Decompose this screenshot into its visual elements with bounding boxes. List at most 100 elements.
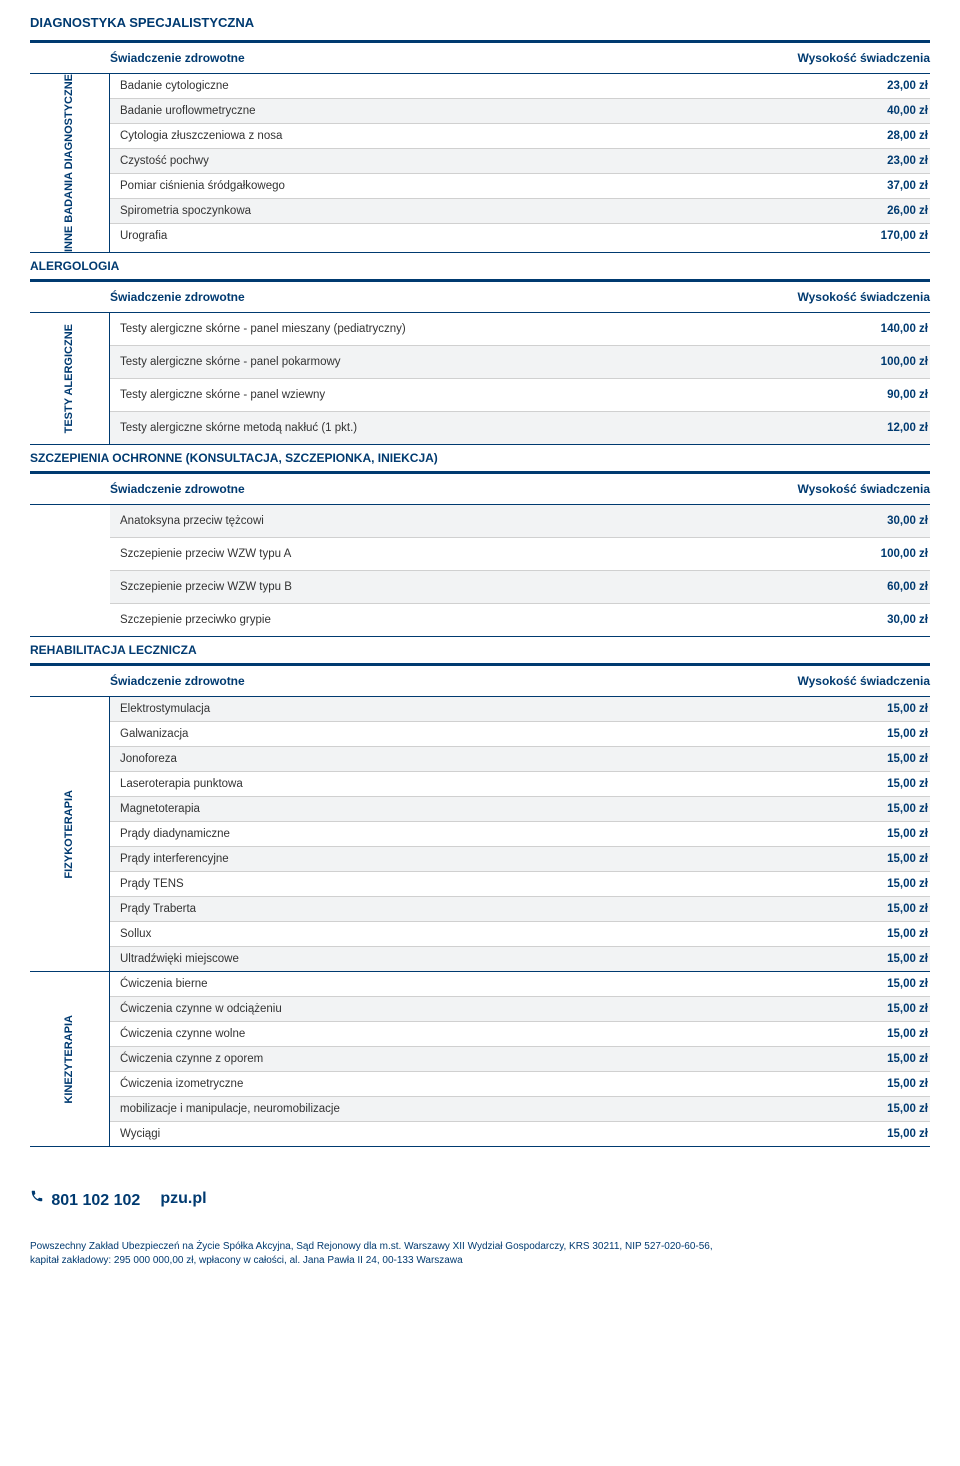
table-row: Prądy Traberta15,00 zł [110, 896, 930, 921]
table-row: Szczepienie przeciw WZW typu B60,00 zł [110, 570, 930, 603]
service-name: Prądy TENS [120, 878, 184, 890]
service-name: Testy alergiczne skórne - panel wziewny [120, 389, 325, 401]
table-row: Prądy diadynamiczne 15,00 zł [110, 821, 930, 846]
table-row: Magnetoterapia15,00 zł [110, 796, 930, 821]
category-label: FIZYKOTERAPIA [30, 697, 110, 971]
pzu-url: pzu.pl [160, 1190, 206, 1208]
footer-legal: Powszechny Zakład Ubezpieczeń na Życie S… [30, 1240, 930, 1268]
header-right: Wysokość świadczenia [797, 290, 930, 304]
rows-container: Elektrostymulacja 15,00 zł Galwanizacja 15,… [110, 697, 930, 971]
table-row: Prądy interferencyjne15,00 zł [110, 846, 930, 871]
table-row: Cytologia złuszczeniowa z nosa 28,00 zł [110, 123, 930, 148]
service-name: Szczepienie przeciw WZW typu A [120, 548, 291, 560]
category-label-text: TESTY ALERGICZNE [62, 324, 76, 433]
category-label-empty [30, 505, 110, 636]
service-name: Prądy interferencyjne [120, 853, 229, 865]
table-row: Ćwiczenia bierne15,00 zł [110, 972, 930, 996]
phone-with-icon: 801 102 102 [30, 1187, 140, 1210]
service-name: Ćwiczenia bierne [120, 978, 208, 990]
service-name: Cytologia złuszczeniowa z nosa [120, 130, 282, 142]
category-label-text: KINEZYTERAPIA [62, 1015, 76, 1104]
table-group: FIZYKOTERAPIAElektrostymulacja15,00 złGa… [30, 697, 930, 972]
service-name: Elektrostymulacja [120, 703, 210, 715]
table-row: Spirometria spoczynkowa26,00 zł [110, 198, 930, 223]
table-row: Pomiar ciśnienia śródgałkowego 37,00 zł [110, 173, 930, 198]
legal-line-2: kapitał zakładowy: 295 000 000,00 zł, wp… [30, 1254, 930, 1268]
service-price: 40,00 zł [887, 105, 930, 117]
table-group: INNE BADANIA DIAGNOSTYCZNE Badanie cytolo… [30, 74, 930, 253]
table-header: Świadczenie zdrowotneWysokość świadczeni… [30, 666, 930, 697]
phone-icon [30, 1187, 44, 1205]
section-title: SZCZEPIENIA OCHRONNE (KONSULTACJA, SZCZE… [30, 451, 930, 465]
table-row: Laseroterapia punktowa15,00 zł [110, 771, 930, 796]
table-row: Szczepienie przeciw WZW typu A 100,00 zł [110, 537, 930, 570]
contact-line: 801 102 102 pzu.pl [30, 1187, 930, 1210]
service-price: 26,00 zł [887, 205, 930, 217]
service-price: 15,00 zł [887, 1053, 930, 1065]
header-right: Wysokość świadczenia [797, 51, 930, 65]
service-name: Anatoksyna przeciw tężcowi [120, 515, 264, 527]
service-price: 15,00 zł [887, 703, 930, 715]
service-name: Testy alergiczne skórne metodą nakłuć (1… [120, 422, 357, 434]
table-row: Testy alergiczne skórne - panel wziewny 9… [110, 378, 930, 411]
service-price: 15,00 zł [887, 1028, 930, 1040]
service-price: 37,00 zł [887, 180, 930, 192]
service-name: Jonoforeza [120, 753, 177, 765]
category-label-text: INNE BADANIA DIAGNOSTYCZNE [62, 74, 76, 252]
service-price: 100,00 zł [881, 548, 930, 560]
table-header: Świadczenie zdrowotne Wysokość świadczen… [30, 43, 930, 74]
service-name: Galwanizacja [120, 728, 188, 740]
service-name: Ćwiczenia czynne w odciążeniu [120, 1003, 282, 1015]
table-row: Elektrostymulacja 15,00 zł [110, 697, 930, 721]
rows-container: Testy alergiczne skórne - panel mieszany… [110, 313, 930, 444]
service-price: 15,00 zł [887, 953, 930, 965]
table-row: Ćwiczenia czynne wolne15,00 zł [110, 1021, 930, 1046]
service-price: 28,00 zł [887, 130, 930, 142]
service-price: 15,00 zł [887, 1003, 930, 1015]
category-label: INNE BADANIA DIAGNOSTYCZNE [30, 74, 110, 252]
service-price: 15,00 zł [887, 728, 930, 740]
table-row: Urografia 170,00 zł [110, 223, 930, 248]
service-name: Ćwiczenia czynne z oporem [120, 1053, 263, 1065]
service-price: 23,00 zł [887, 80, 930, 92]
service-price: 60,00 zł [887, 581, 930, 593]
table-row: Szczepienie przeciwko grypie 30,00 zł [110, 603, 930, 636]
table-group: Anatoksyna przeciw tężcowi30,00 złSzczep… [30, 505, 930, 637]
service-name: mobilizacje i manipulacje, neuromobiliza… [120, 1103, 340, 1115]
service-price: 15,00 zł [887, 878, 930, 890]
table-row: Testy alergiczne skórne metodą nakłuć (1… [110, 411, 930, 444]
header-left: Świadczenie zdrowotne [110, 674, 245, 688]
table-row: Testy alergiczne skórne - panel pokarmow… [110, 345, 930, 378]
legal-line-1: Powszechny Zakład Ubezpieczeń na Życie S… [30, 1240, 930, 1254]
phone-number: 801 102 102 [51, 1192, 140, 1209]
main-title: DIAGNOSTYKA SPECJALISTYCZNA [30, 15, 930, 30]
table-row: Czystość pochwy23,00 zł [110, 148, 930, 173]
service-price: 15,00 zł [887, 803, 930, 815]
table-row: Testy alergiczne skórne - panel mieszany… [110, 313, 930, 345]
service-price: 15,00 zł [887, 753, 930, 765]
header-left: Świadczenie zdrowotne [110, 482, 245, 496]
service-name: Ćwiczenia izometryczne [120, 1078, 243, 1090]
service-price: 30,00 zł [887, 614, 930, 626]
category-label: TESTY ALERGICZNE [30, 313, 110, 444]
section-title: ALERGOLOGIA [30, 259, 930, 273]
table-row: Jonoforeza 15,00 zł [110, 746, 930, 771]
footer: 801 102 102 pzu.pl Powszechny Zakład Ube… [30, 1187, 930, 1268]
service-price: 15,00 zł [887, 1078, 930, 1090]
service-name: Szczepienie przeciwko grypie [120, 614, 271, 626]
header-left: Świadczenie zdrowotne [110, 290, 245, 304]
service-name: Badanie cytologiczne [120, 80, 229, 92]
service-price: 23,00 zł [887, 155, 930, 167]
service-name: Urografia [120, 230, 167, 242]
service-name: Prądy diadynamiczne [120, 828, 230, 840]
table-row: Galwanizacja 15,00 zł [110, 721, 930, 746]
table-row: Badanie uroflowmetryczne 40,00 zł [110, 98, 930, 123]
service-price: 170,00 zł [881, 230, 930, 242]
service-name: Laseroterapia punktowa [120, 778, 243, 790]
table-row: mobilizacje i manipulacje, neuromobiliza… [110, 1096, 930, 1121]
service-name: Badanie uroflowmetryczne [120, 105, 256, 117]
table-row: Ćwiczenia izometryczne 15,00 zł [110, 1071, 930, 1096]
service-name: Pomiar ciśnienia śródgałkowego [120, 180, 285, 192]
service-price: 90,00 zł [887, 389, 930, 401]
service-price: 15,00 zł [887, 828, 930, 840]
